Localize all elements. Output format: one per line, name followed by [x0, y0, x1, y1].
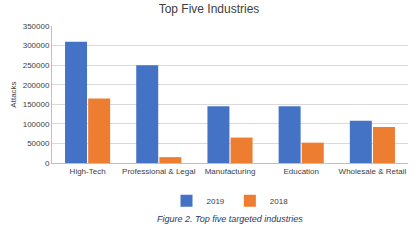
svg-text:High-Tech: High-Tech — [70, 167, 106, 176]
svg-text:350000: 350000 — [23, 22, 50, 31]
svg-text:Figure 2. Top five targeted in: Figure 2. Top five targeted industries — [157, 214, 303, 224]
svg-text:250000: 250000 — [23, 61, 50, 70]
svg-text:0: 0 — [45, 159, 50, 168]
svg-text:100000: 100000 — [23, 120, 50, 129]
svg-text:Professional & Legal: Professional & Legal — [122, 167, 196, 176]
svg-text:2019: 2019 — [207, 197, 225, 206]
svg-text:Manufacturing: Manufacturing — [205, 167, 256, 176]
svg-text:50000: 50000 — [27, 139, 50, 148]
svg-text:Top Five Industries: Top Five Industries — [159, 2, 260, 16]
svg-text:150000: 150000 — [23, 100, 50, 109]
svg-text:Wholesale & Retail: Wholesale & Retail — [339, 167, 407, 176]
svg-text:Education: Education — [283, 167, 319, 176]
svg-text:300000: 300000 — [23, 41, 50, 50]
svg-text:2018: 2018 — [270, 197, 288, 206]
svg-text:200000: 200000 — [23, 81, 50, 90]
svg-text:Attacks: Attacks — [9, 81, 18, 107]
